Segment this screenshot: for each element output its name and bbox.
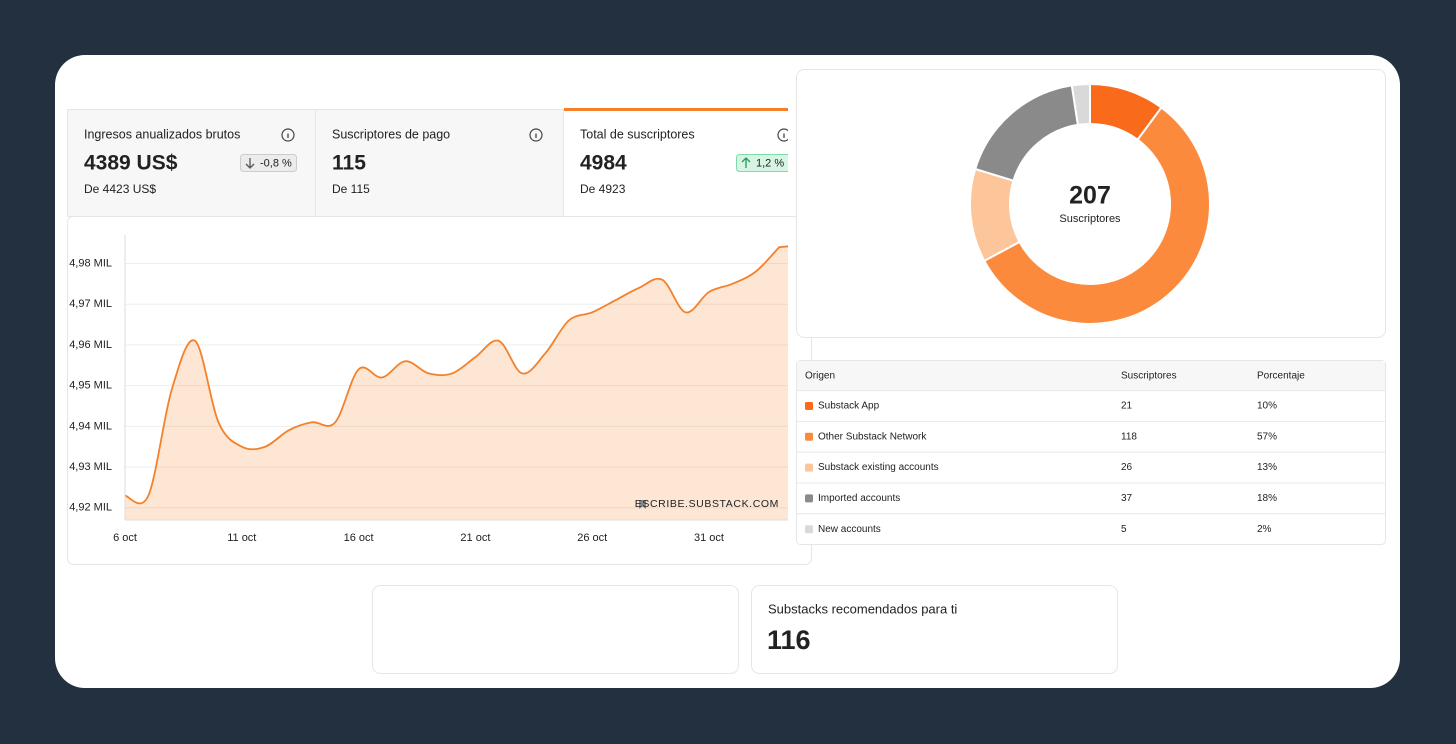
table-cell: 10%: [1257, 401, 1277, 412]
table-cell: 5: [1121, 524, 1127, 535]
y-tick-label: 4,93 MIL: [69, 461, 112, 473]
y-tick-label: 4,92 MIL: [69, 502, 112, 514]
donut-segment: [1070, 82, 1091, 127]
table-cell: 21: [1121, 401, 1133, 412]
watermark-icon: [639, 500, 646, 509]
donut-segment: [982, 106, 1211, 325]
active-indicator: [564, 108, 788, 111]
x-tick-label: 16 oct: [344, 532, 374, 544]
metric-previous: De 4923: [580, 182, 626, 196]
source-table: Origen Suscriptores Porcentaje Substack App…: [797, 361, 1385, 535]
table-cell: Substack App: [818, 401, 880, 412]
table-cell: 13%: [1257, 462, 1277, 473]
empty-card: [372, 585, 739, 674]
metric-panel: Ingresos anualizados brutos 4389 US$ De 44…: [67, 108, 788, 217]
area: [125, 246, 788, 520]
metric-value: 115: [332, 152, 366, 175]
y-tick-label: 4,95 MIL: [69, 380, 112, 392]
x-tick-label: 31 oct: [694, 532, 724, 544]
table-cell: New accounts: [818, 524, 881, 535]
table-header: Porcentaje: [1257, 371, 1305, 382]
x-tick-label: 11 oct: [227, 532, 256, 544]
table-cell: 57%: [1257, 431, 1277, 442]
line: [124, 245, 788, 505]
change-label: 1,2 %: [756, 157, 784, 169]
recommended-card: [751, 585, 1118, 674]
metric-title: Suscriptores de pago: [332, 127, 450, 141]
info-icon: [281, 128, 295, 142]
table-cell: 37: [1121, 493, 1133, 504]
recommended-value: 116: [767, 625, 811, 655]
table-header: Origen: [805, 371, 835, 382]
donut-total: 207: [1069, 182, 1111, 210]
table-header: Suscriptores: [1121, 371, 1177, 382]
y-tick-label: 4,96 MIL: [69, 339, 112, 351]
metric-value: 4389 US$: [84, 152, 178, 175]
donut-chart: 207 Suscriptores: [969, 82, 1211, 325]
line-chart: 4,92 MIL 4,93 MIL 4,94 MIL 4,95 MIL 4,96 MIL…: [69, 235, 788, 544]
table-cell: 118: [1121, 431, 1137, 442]
recommended-title: Substacks recomendados para ti: [768, 601, 957, 616]
table-cell: Other Substack Network: [818, 431, 927, 442]
x-tick-label: 26 oct: [577, 532, 607, 544]
change-badge: [240, 154, 297, 172]
y-tick-label: 4,98 MIL: [69, 257, 112, 269]
metric-value: 4984: [580, 152, 627, 175]
metric-previous: De 4423 US$: [84, 182, 156, 196]
color-swatch: [805, 525, 813, 534]
table-cell: Imported accounts: [818, 493, 900, 504]
color-swatch: [805, 494, 813, 503]
table-cell: 26: [1121, 462, 1133, 473]
change-label: -0,8 %: [260, 157, 292, 169]
watermark: ESCRIBE.SUBSTACK.COM: [635, 498, 779, 510]
color-swatch: [805, 432, 813, 441]
change-arrow: [741, 157, 751, 168]
table-cell: 2%: [1257, 524, 1272, 535]
change-badge: [736, 154, 788, 172]
color-swatch: [805, 402, 813, 410]
change-arrow: [245, 158, 255, 169]
table-cell: 18%: [1257, 493, 1277, 504]
info-icon: [529, 128, 543, 142]
info-icon: [777, 128, 788, 142]
metric-previous: De 115: [332, 182, 370, 196]
metric-title: Ingresos anualizados brutos: [84, 127, 240, 141]
x-tick-label: 21 oct: [460, 532, 490, 544]
donut-card: [796, 69, 1386, 338]
x-tick-label: 6 oct: [113, 532, 137, 544]
donut-label: Suscriptores: [1059, 213, 1121, 225]
y-tick-label: 4,94 MIL: [69, 420, 112, 432]
y-tick-label: 4,97 MIL: [69, 298, 112, 310]
metric-title: Total de suscriptores: [580, 127, 695, 141]
table-cell: Substack existing accounts: [818, 462, 939, 473]
color-swatch: [805, 463, 813, 472]
table-header-bg: [797, 361, 1385, 390]
